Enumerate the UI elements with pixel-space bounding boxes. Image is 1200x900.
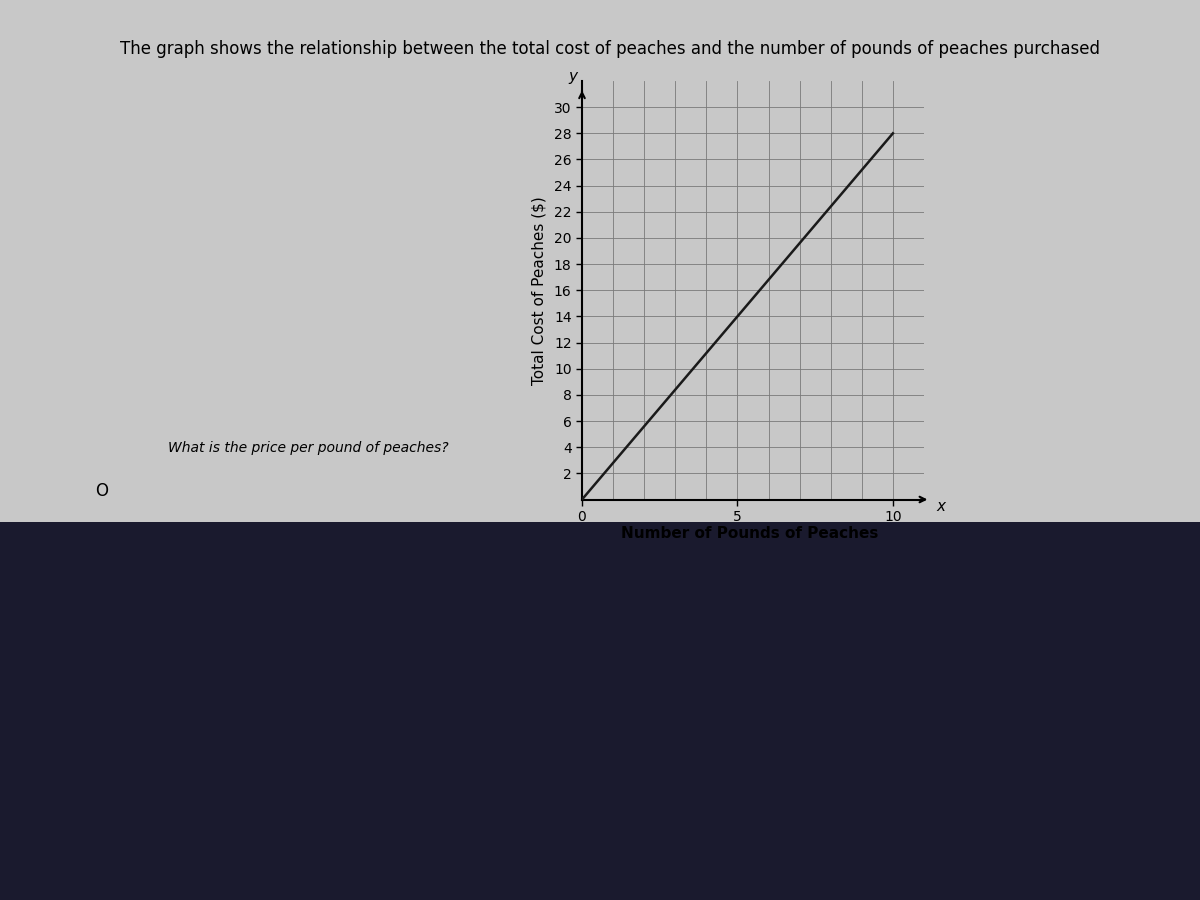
Y-axis label: Total Cost of Peaches ($): Total Cost of Peaches ($)	[532, 196, 547, 384]
Text: The graph shows the relationship between the total cost of peaches and the numbe: The graph shows the relationship between…	[120, 40, 1100, 58]
Text: y: y	[568, 68, 577, 84]
Text: x: x	[936, 499, 946, 514]
Text: Number of Pounds of Peaches: Number of Pounds of Peaches	[622, 526, 878, 542]
Text: O: O	[96, 482, 108, 500]
Text: What is the price per pound of peaches?: What is the price per pound of peaches?	[168, 441, 449, 455]
